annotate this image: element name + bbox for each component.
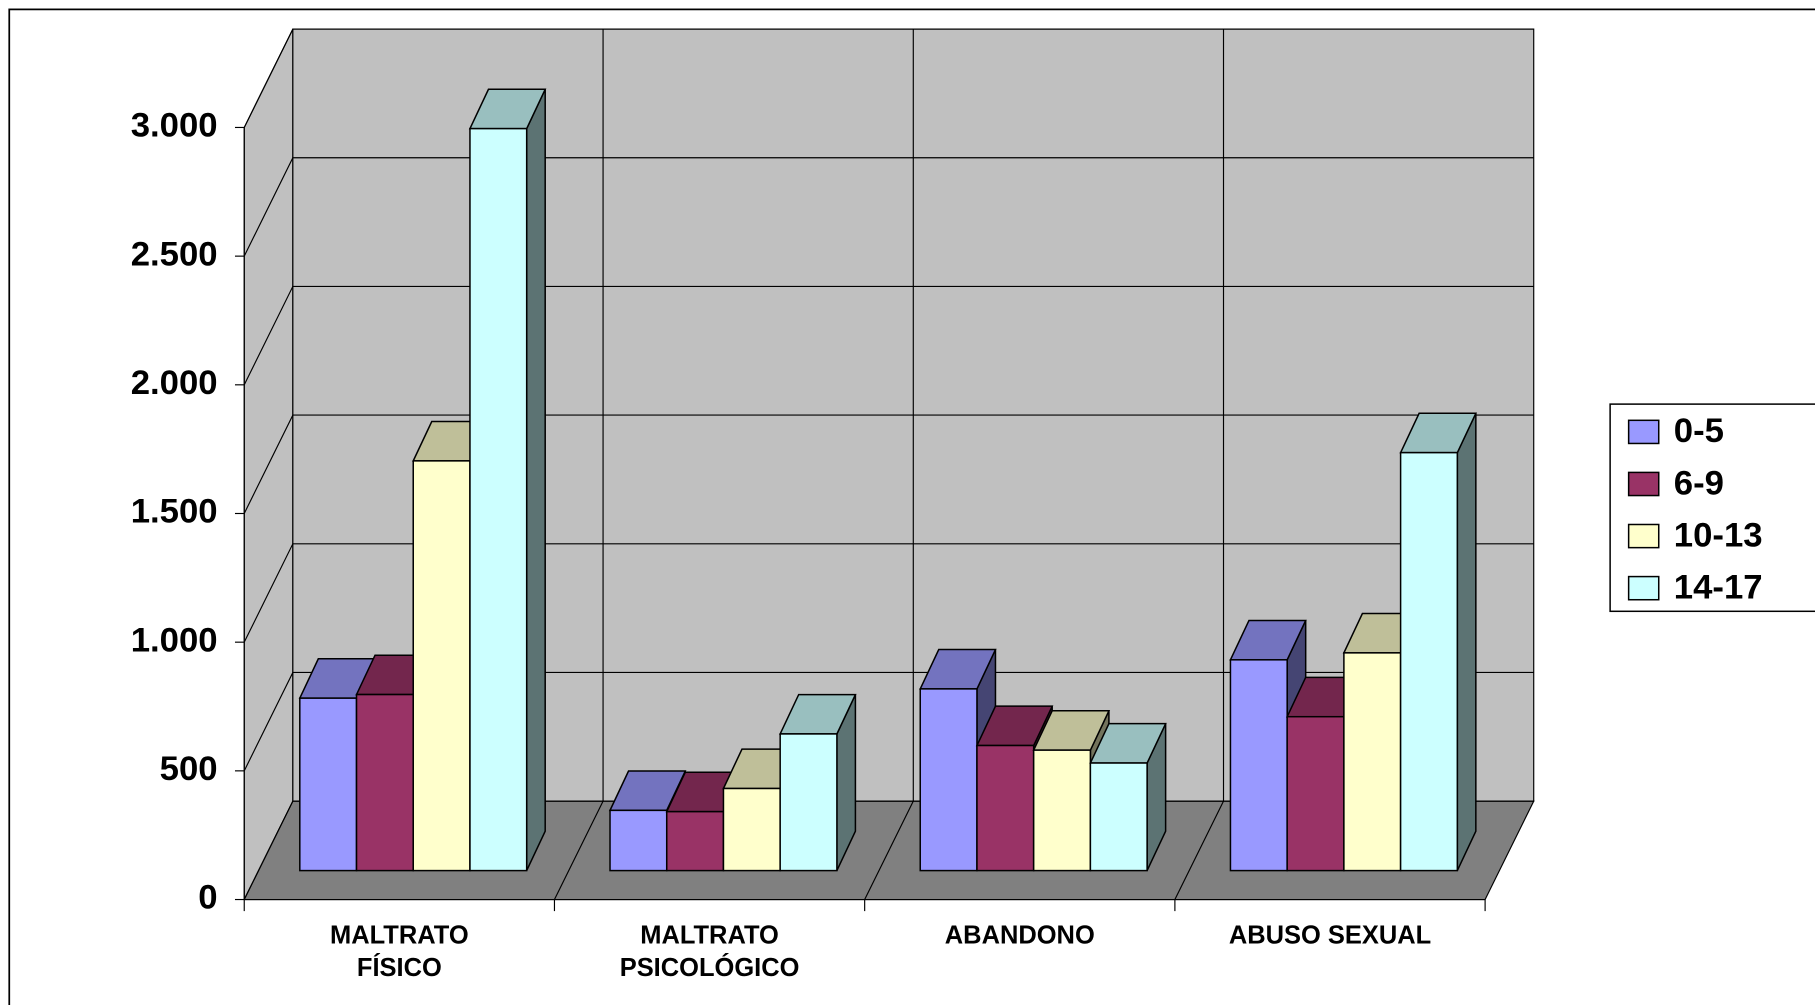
legend-swatch (1627, 523, 1660, 549)
grid-line (243, 285, 1534, 386)
bar-front (1286, 715, 1345, 872)
bar-front (1399, 451, 1459, 872)
y-tick-label: 3.000 (131, 107, 218, 145)
bar-front (1032, 749, 1092, 872)
y-tick-label: 0 (198, 879, 217, 917)
x-tick-label-box: MALTRATO FÍSICO (330, 920, 469, 982)
x-tick-label: MALTRATO FÍSICO (330, 920, 469, 982)
x-tick-label: ABUSO SEXUAL (1228, 920, 1432, 950)
legend-swatch (1627, 471, 1660, 497)
bar-front (976, 744, 1035, 872)
bar (468, 88, 547, 872)
grid-line (243, 157, 1534, 257)
legend-label: 10-13 (1674, 516, 1763, 554)
x-tick-label-box: ABUSO SEXUAL (1228, 920, 1432, 950)
grid-line (243, 671, 1534, 772)
bar-front (1089, 762, 1148, 872)
bar-front (469, 127, 528, 872)
grid-line (243, 543, 1534, 643)
bar (1399, 412, 1478, 872)
bar-front (609, 809, 668, 872)
bar (778, 693, 857, 872)
legend-swatch (1627, 419, 1660, 445)
y-tick-label: 2.000 (131, 364, 218, 402)
bar-front (1229, 659, 1288, 872)
x-tick-label-box: ABANDONO (944, 920, 1095, 950)
bar-front (665, 810, 725, 872)
category-divider (1174, 29, 1225, 900)
y-tick-label: 500 (160, 750, 218, 788)
grid-line (243, 28, 1534, 128)
bar-side (525, 88, 546, 871)
bar-front (779, 733, 838, 872)
bar-front (722, 787, 781, 872)
x-tick-label-box: MALTRATO PSICOLÓGICO (619, 920, 800, 982)
y-tick-label: 1.500 (131, 493, 218, 531)
category-divider (864, 29, 914, 900)
bar-front (299, 697, 358, 872)
bar-front (1343, 652, 1402, 872)
bar-front (412, 460, 471, 872)
x-tick-label: ABANDONO (944, 920, 1095, 950)
bar (608, 770, 687, 872)
legend-label: 0-5 (1674, 412, 1724, 450)
legend-label: 14-17 (1674, 568, 1763, 606)
bar-side (1456, 412, 1477, 871)
legend-swatch (1627, 575, 1660, 601)
category-divider (553, 29, 604, 900)
y-tick-label: 2.500 (131, 235, 218, 273)
legend-label: 6-9 (1674, 464, 1724, 502)
bar-front (919, 688, 978, 872)
bar (1089, 722, 1167, 872)
grid-line (243, 414, 1534, 514)
x-tick-label: MALTRATO PSICOLÓGICO (619, 920, 800, 982)
bar-front (355, 693, 414, 872)
chart-frame (8, 8, 1815, 1005)
y-tick-label: 1.000 (131, 621, 218, 659)
